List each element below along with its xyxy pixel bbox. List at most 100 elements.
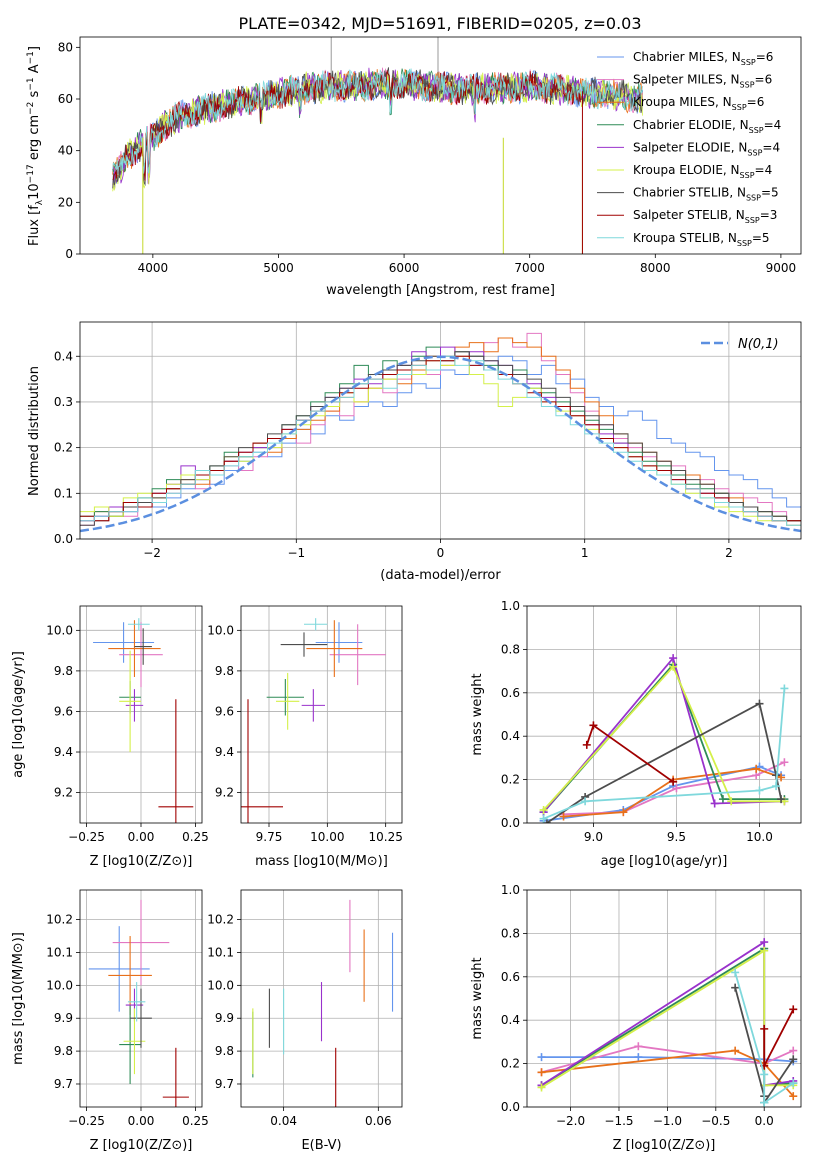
errorbar-salpeter-stelib [162, 1047, 189, 1107]
y-axis-label: Flux [fλ10−17 erg cm−2 s−1 A−1] [26, 46, 45, 246]
legend-entry-sub: SSP [740, 171, 755, 180]
weight_vs_age-lines [539, 654, 789, 823]
y-axis-label-part: A [27, 64, 42, 77]
x-tick-label: 10.00 [310, 830, 344, 844]
spectrum-lines [112, 37, 643, 254]
weight-line-kroupa-miles-marker [559, 812, 568, 821]
legend-entry: Kroupa STELIB, NSSP=5 [633, 231, 770, 248]
y-tick-label: 1.0 [501, 883, 520, 897]
legend-entry: Chabrier MILES, NSSP=6 [633, 50, 773, 67]
spectrum-line-salpeter-stelib [112, 70, 582, 181]
legend-entry-sub: SSP [747, 148, 762, 157]
x-tick-label: 6000 [389, 261, 420, 275]
errorbar-salpeter-miles [112, 899, 170, 986]
y-tick-label: 9.4 [54, 745, 73, 759]
y-axis-label: age [log10(age/yr)] [11, 651, 26, 778]
weight-line-kroupa-elodie-marker [669, 662, 678, 671]
x-axis-label: (data-model)/error [380, 568, 501, 583]
x-tick-label: 9.5 [667, 830, 686, 844]
weight-line-salpeter-stelib-marker [669, 777, 678, 786]
axes-frame [79, 889, 203, 1108]
legend-entry-gaussian: N(0,1) [738, 337, 779, 352]
weight-line-chabrier-stelib-marker [777, 795, 786, 804]
axes-frame [79, 321, 802, 540]
y-tick-label: 9.8 [54, 664, 73, 678]
y-tick-label: 10.0 [207, 978, 234, 992]
legend-entry-text: Salpeter MILES, N [633, 73, 740, 87]
legend-entry-sub: SSP [749, 126, 764, 135]
weight-line-kroupa-stelib-marker [760, 1070, 769, 1079]
y-tick-label: 9.2 [54, 786, 73, 800]
y-tick-label: 0.2 [501, 1057, 520, 1071]
y-tick-label: 9.2 [215, 786, 234, 800]
legend-entry: Salpeter STELIB, NSSP=3 [633, 208, 777, 225]
legend-entry-value: =3 [760, 208, 778, 222]
legend-entry: Kroupa ELODIE, NSSP=4 [633, 163, 772, 180]
gaussian-curve [80, 355, 801, 533]
x-tick-label: −2 [143, 546, 161, 560]
weight-line-kroupa-stelib-marker [789, 1079, 798, 1088]
errorbar-kroupa-stelib [127, 618, 150, 631]
x-tick-label: 2 [725, 546, 733, 560]
errorbar-chabrier-miles [93, 622, 155, 663]
y-tick-label: 0.6 [501, 686, 520, 700]
y-tick-label: 9.6 [215, 704, 234, 718]
y-tick-label: 0.0 [54, 532, 73, 546]
x-tick-label: −0.25 [68, 1114, 105, 1128]
y-tick-label: 10.1 [46, 945, 73, 959]
x-tick-label: 0.0 [755, 1114, 774, 1128]
spectrum-panel: 4000 5000 6000 7000 8000 9000 0 20 40 60 80 Chabrie… [26, 36, 802, 298]
mass_vs_Z-marks [88, 899, 189, 1107]
y-tick-label: 9.9 [54, 1011, 73, 1025]
errorbar-chabrier-miles [315, 622, 363, 663]
weight-line-chabrier-miles-marker [634, 1053, 643, 1062]
x-tick-label: 10.25 [368, 830, 402, 844]
errorbar-kroupa-stelib [127, 982, 146, 1022]
panels: 4000 5000 6000 7000 8000 9000020406080Chabrie… [11, 36, 802, 1153]
y-tick-label: 10.0 [207, 623, 234, 637]
errorbar-kroupa-elodie [123, 1008, 146, 1075]
legend-entry-sub: SSP [732, 103, 747, 112]
weight-line-kroupa-stelib-marker [780, 684, 789, 693]
x-tick-label: 8000 [640, 261, 671, 275]
weight-line-kroupa-stelib-marker [539, 814, 548, 823]
weight_vs_Z-lines [537, 938, 798, 1107]
mass_vs_ebv-marks [252, 899, 394, 1107]
y-tick-label: 0 [65, 247, 73, 261]
x-axis-label: mass [log10(M/M⊙)] [255, 854, 388, 869]
weight-line-chabrier-stelib-marker [542, 819, 551, 823]
x-tick-label: 0.04 [270, 1114, 297, 1128]
legend-entry-text: Kroupa STELIB, N [633, 231, 737, 245]
weight-line-kroupa-stelib-marker [772, 782, 781, 791]
legend-entry-text: Salpeter ELODIE, N [633, 140, 747, 154]
y-tick-label: 0.8 [501, 926, 520, 940]
y-tick-label: 10.1 [207, 945, 234, 959]
y-tick-label: 9.8 [215, 664, 234, 678]
x-tick-label: −0.25 [68, 830, 105, 844]
y-tick-label: 80 [58, 40, 73, 54]
figure-title: PLATE=0342, MJD=51691, FIBERID=0205, z=0… [238, 14, 641, 33]
y-tick-label: 9.4 [215, 745, 234, 759]
weight_vs_Z-panel: −2.0 −1.5 −1.0 −0.5 0.0 0.0 0.2 0.4 0.6 0.8 1.0 Z [… [470, 883, 802, 1153]
age_vs_mass-marks [241, 618, 386, 823]
weight-line-kroupa-miles-marker [619, 808, 628, 817]
axes-frame [79, 605, 203, 824]
weight-line-kroupa-miles-marker [731, 1046, 740, 1055]
weight-line-salpeter-stelib-marker [582, 740, 591, 749]
x-tick-label: 7000 [514, 261, 545, 275]
errorbar-chabrier-miles [88, 926, 150, 1012]
weight-line-kroupa-miles-marker [777, 773, 786, 782]
y-tick-label: 9.7 [54, 1077, 73, 1091]
legend-entry: Chabrier ELODIE, NSSP=4 [633, 118, 781, 135]
legend-entry-sub: SSP [741, 58, 756, 67]
y-axis-label: mass [log10(M/M⊙)] [11, 932, 26, 1065]
mass_vs_Z-panel: −0.25 0.00 0.25 9.7 9.8 9.9 10.0 10.1 10.2 Z [log… [11, 889, 209, 1153]
weight-line-salpeter-elodie-marker [669, 654, 678, 663]
weight-line-kroupa-elodie [541, 949, 794, 1089]
x-axis-label: Z [log10(Z/Z⊙)] [613, 1138, 716, 1153]
legend-entry-value: =4 [755, 163, 773, 177]
legend-entry-text: Kroupa ELODIE, N [633, 163, 740, 177]
weight-line-kroupa-miles-marker [537, 1068, 546, 1077]
age_vs_Z-marks [93, 618, 194, 823]
